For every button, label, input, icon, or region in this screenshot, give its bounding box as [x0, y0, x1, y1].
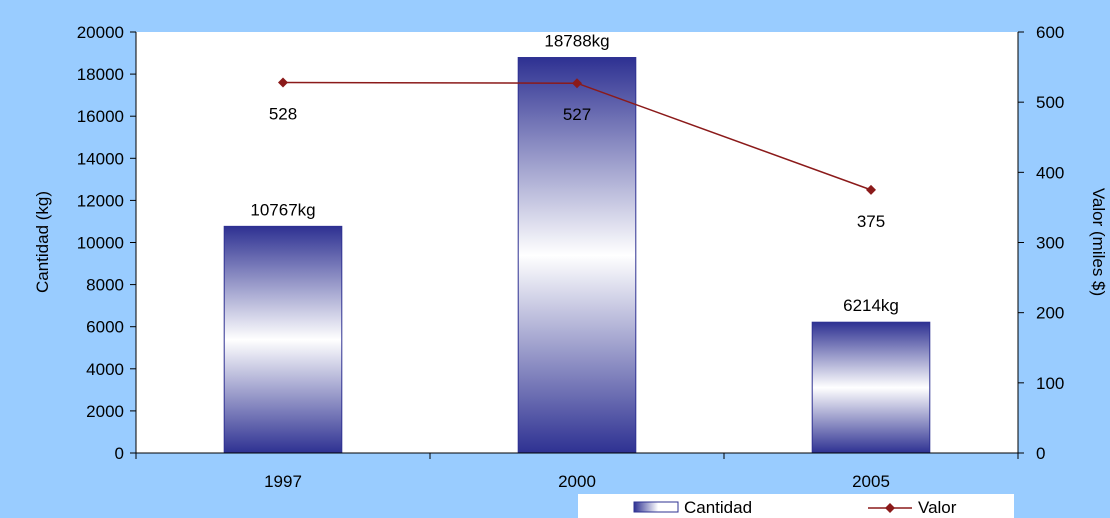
valor-marker-2000	[572, 78, 582, 89]
y-tick-label: 12000	[77, 191, 124, 210]
valor-marker-2005	[866, 184, 876, 195]
valor-label-1997: 528	[269, 105, 297, 124]
x-tick-label-1997: 1997	[264, 472, 302, 491]
valor-label-2005: 375	[857, 212, 885, 231]
bar-2000	[517, 57, 637, 454]
y-tick-label: 4000	[86, 360, 124, 379]
y2-tick-label: 200	[1036, 304, 1064, 323]
y-tick-label: 18000	[77, 65, 124, 84]
y2-tick-label: 300	[1036, 234, 1064, 253]
valor-label-2000: 527	[563, 105, 591, 124]
x-tick-label-2000: 2000	[558, 472, 596, 491]
line-layer	[278, 77, 876, 195]
y2-tick-label: 0	[1036, 444, 1045, 463]
y-tick-label: 2000	[86, 402, 124, 421]
legend-label-valor: Valor	[918, 498, 957, 517]
bar-2005	[811, 321, 931, 454]
legend-swatch-cantidad	[633, 501, 679, 513]
y2-tick-label: 100	[1036, 374, 1064, 393]
y2-tick-label: 600	[1036, 23, 1064, 42]
y-tick-label: 14000	[77, 149, 124, 168]
y-tick-label: 0	[115, 444, 124, 463]
legend: Cantidad Valor	[578, 494, 1014, 518]
y-axis-title: Cantidad (kg)	[33, 191, 52, 293]
legend-marker-valor	[885, 503, 895, 513]
x-tick-label-2005: 2005	[852, 472, 890, 491]
legend-label-cantidad: Cantidad	[684, 498, 752, 517]
bar-1997	[223, 225, 343, 454]
y-tick-label: 8000	[86, 276, 124, 295]
y-tick-label: 6000	[86, 318, 124, 337]
y-tick-label: 20000	[77, 23, 124, 42]
y2-tick-label: 500	[1036, 93, 1064, 112]
bar-label-2005: 6214kg	[843, 296, 899, 315]
y-tick-label: 10000	[77, 234, 124, 253]
axes-layer: 0200040006000800010000120001400016000180…	[77, 23, 1065, 491]
data-labels-layer: 10767kg 18788kg 6214kg 528 527 375	[250, 32, 899, 316]
y2-tick-label: 400	[1036, 163, 1064, 182]
bar-label-2000: 18788kg	[544, 32, 609, 51]
y2-axis-title: Valor (miles $)	[1089, 188, 1108, 296]
bar-label-1997: 10767kg	[250, 200, 315, 219]
y-tick-label: 16000	[77, 107, 124, 126]
valor-marker-1997	[278, 77, 288, 88]
bars-layer	[223, 57, 931, 454]
